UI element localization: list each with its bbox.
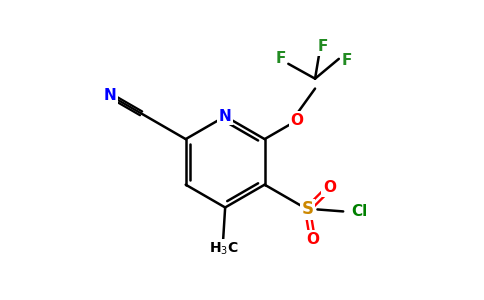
Text: O: O [291, 113, 304, 128]
Text: N: N [219, 109, 231, 124]
Text: N: N [104, 88, 117, 103]
Text: F: F [342, 53, 352, 68]
Text: H$_3$C: H$_3$C [209, 241, 239, 257]
Text: S: S [302, 200, 314, 218]
Text: Cl: Cl [351, 204, 367, 219]
Text: F: F [275, 51, 286, 66]
Text: O: O [306, 232, 319, 247]
Text: F: F [318, 40, 328, 55]
Text: O: O [323, 180, 336, 195]
